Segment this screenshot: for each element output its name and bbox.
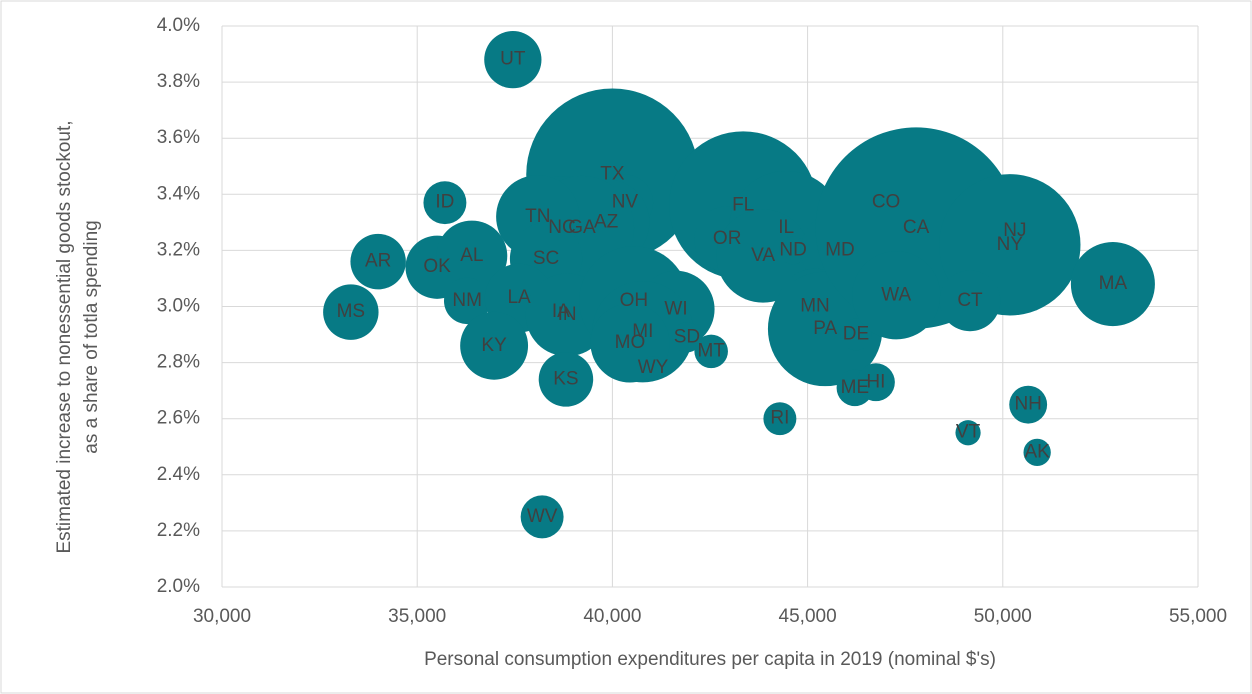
point-label: CT <box>957 290 983 311</box>
bubble <box>323 284 379 340</box>
point-label: VT <box>956 422 981 443</box>
point-label: NJ <box>1003 220 1026 241</box>
y-tick-label: 2.0% <box>157 576 200 597</box>
point-label: NM <box>452 290 482 311</box>
point-label: AK <box>1024 441 1050 462</box>
point-label: MA <box>1099 273 1128 294</box>
y-tick-label: 2.6% <box>157 408 200 429</box>
point-label: OK <box>423 256 451 277</box>
y-tick-label: 3.4% <box>157 183 200 204</box>
y-axis-title: as a share of totla spending <box>81 220 102 453</box>
point-label: PA <box>813 318 837 339</box>
point-label: GA <box>568 217 596 238</box>
point-label: IN <box>558 304 577 325</box>
bubble <box>1023 438 1051 467</box>
point-label: MI <box>632 321 653 342</box>
x-tick-label: 35,000 <box>388 606 446 627</box>
bubble <box>763 402 797 436</box>
point-label: ME <box>841 377 870 398</box>
point-label: OH <box>620 290 649 311</box>
bubble <box>955 420 981 446</box>
bubble <box>436 220 508 292</box>
point-label: KS <box>553 368 578 389</box>
bubble <box>779 236 808 265</box>
point-label: CO <box>872 192 901 213</box>
x-tick-label: 30,000 <box>193 606 251 627</box>
point-label: MT <box>697 340 725 361</box>
point-label: DE <box>843 324 869 345</box>
bubble <box>484 31 542 89</box>
y-tick-label: 2.8% <box>157 352 200 373</box>
point-label: ND <box>779 239 806 260</box>
bubble <box>856 363 895 402</box>
bubble <box>520 495 564 539</box>
bubble <box>1070 242 1155 327</box>
point-label: SC <box>533 248 559 269</box>
point-label: OR <box>713 228 742 249</box>
point-label: TN <box>525 206 550 227</box>
y-tick-label: 3.8% <box>157 71 200 92</box>
bubble <box>671 322 702 353</box>
point-label: WA <box>881 284 911 305</box>
y-tick-label: 3.2% <box>157 239 200 260</box>
y-tick-label: 3.6% <box>157 127 200 148</box>
x-axis-title: Personal consumption expenditures per ca… <box>424 649 996 670</box>
point-label: IA <box>552 301 570 322</box>
point-label: WY <box>638 357 669 378</box>
point-label: UT <box>500 49 526 70</box>
point-label: MO <box>615 332 646 353</box>
bubble <box>460 311 529 380</box>
point-label: CA <box>903 217 930 238</box>
point-label: FL <box>732 195 754 216</box>
bubble <box>694 334 728 369</box>
x-tick-label: 45,000 <box>779 606 837 627</box>
point-label: WI <box>664 298 687 319</box>
grid: 2.0% 2.2% 2.4% 2.6% 2.8% 3.0% 3.2% 3.4% 3.6% 3.8%… <box>157 15 1227 627</box>
point-label: AL <box>460 245 483 266</box>
y-tick-label: 2.4% <box>157 464 200 485</box>
point-label: NV <box>612 192 639 213</box>
x-tick-label: 55,000 <box>1169 606 1227 627</box>
bubble <box>443 277 491 325</box>
point-label: MN <box>800 296 830 317</box>
bubble <box>852 251 941 340</box>
point-label: TX <box>600 164 625 185</box>
x-tick-label: 50,000 <box>974 606 1032 627</box>
point-label: LA <box>507 287 531 308</box>
x-tick-label: 40,000 <box>583 606 641 627</box>
point-label: SD <box>674 326 700 347</box>
point-label: MS <box>337 301 366 322</box>
point-label: NY <box>997 234 1024 255</box>
point-label: AR <box>365 251 391 272</box>
point-label: ID <box>435 192 454 213</box>
point-label: MD <box>825 239 855 260</box>
y-tick-label: 2.2% <box>157 520 200 541</box>
point-label: WV <box>527 506 558 527</box>
bubble <box>716 209 810 303</box>
point-label: NC <box>548 217 575 238</box>
y-tick-label: 3.0% <box>157 296 200 317</box>
bubble <box>350 233 406 290</box>
bubble <box>423 181 467 225</box>
bubble <box>538 352 594 407</box>
point-label: AZ <box>594 211 619 232</box>
point-label: HI <box>866 371 885 392</box>
point-label: KY <box>481 335 507 356</box>
bubble <box>640 356 666 381</box>
bubbles <box>323 31 1155 539</box>
point-label: RI <box>770 408 789 429</box>
point-label: IL <box>778 217 794 238</box>
bubble <box>840 318 872 351</box>
bubble <box>939 270 1001 332</box>
point-label: NH <box>1014 394 1041 415</box>
y-tick-label: 4.0% <box>157 15 200 36</box>
y-axis-title: Estimated increase to nonessential goods… <box>54 120 75 553</box>
point-label: VA <box>751 245 775 266</box>
bubble <box>1009 385 1048 424</box>
